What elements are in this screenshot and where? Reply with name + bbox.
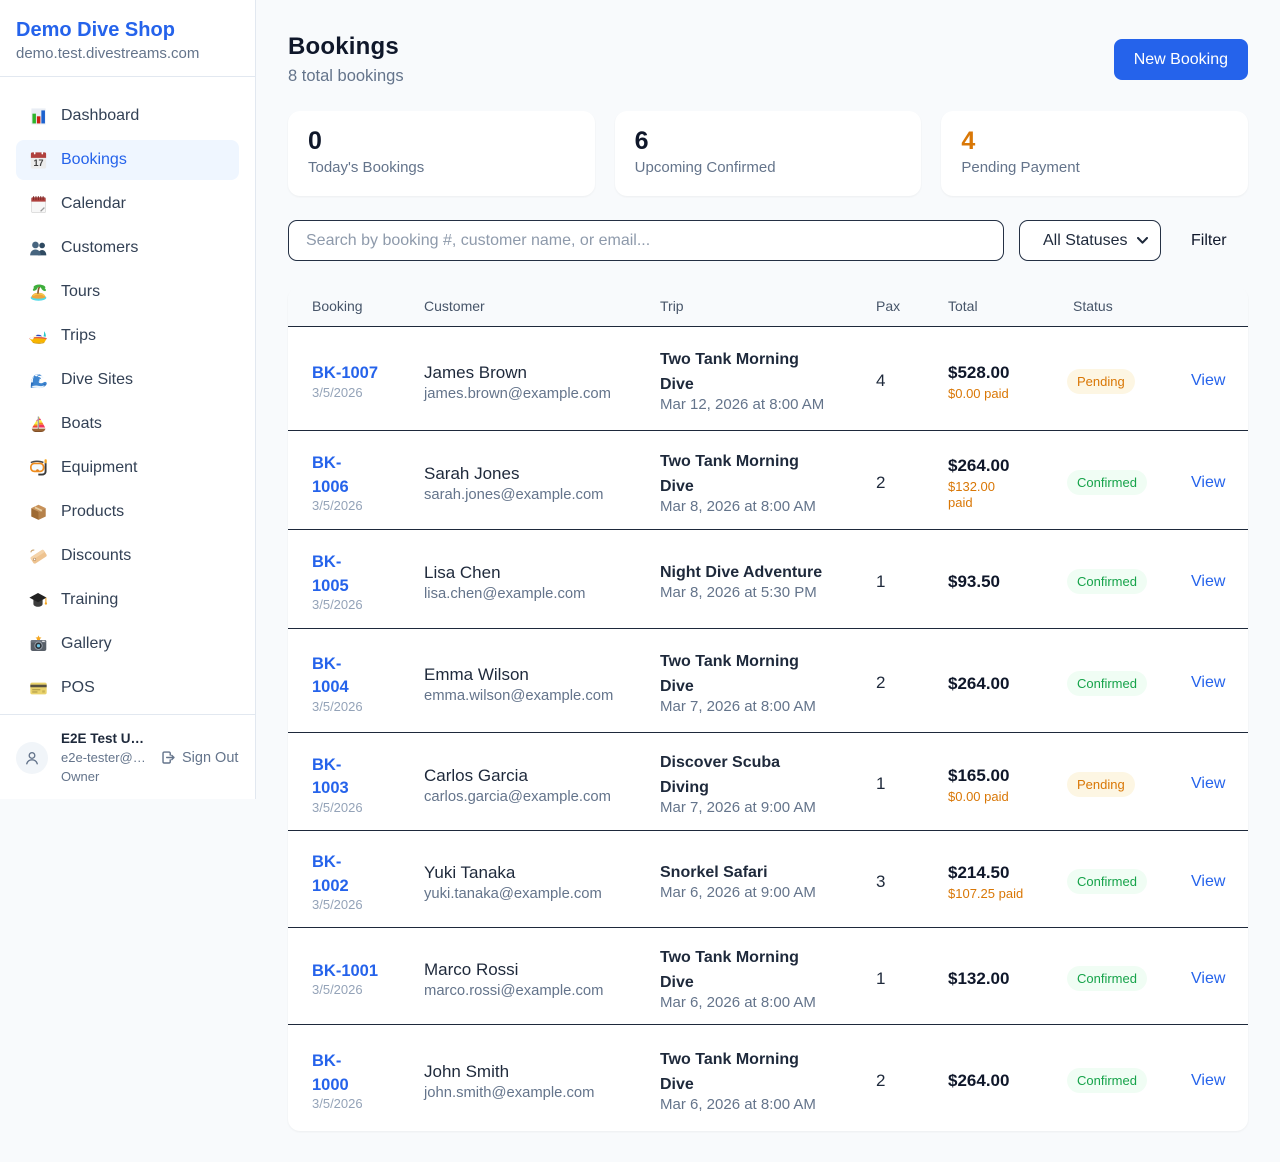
svg-text:17: 17 <box>33 158 43 168</box>
